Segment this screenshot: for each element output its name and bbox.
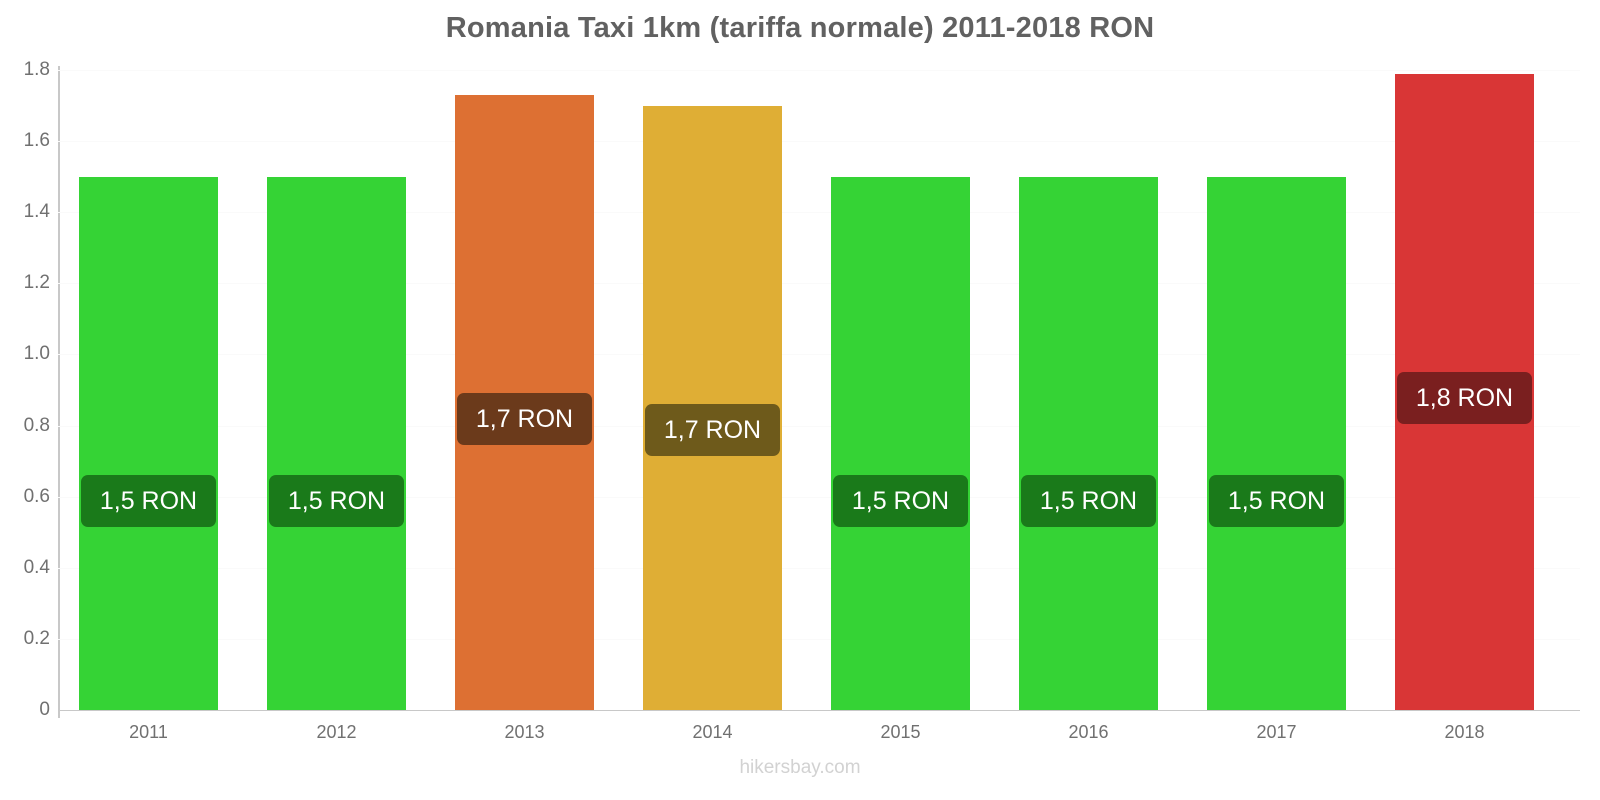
bar[interactable] — [1207, 176, 1346, 710]
gridline — [58, 70, 1580, 71]
y-tick-label: 0.6 — [23, 485, 50, 507]
bar-group: 1,5 RON — [267, 70, 406, 710]
bar-value-label: 1,5 RON — [1021, 474, 1156, 527]
bar[interactable] — [1019, 176, 1158, 710]
bar[interactable] — [79, 176, 218, 710]
y-axis-tick-labels: 1.8 1.6 1.4 1.2 1.0 0.8 0.6 0.4 0.2 0 — [0, 59, 50, 720]
gridline — [58, 212, 1580, 214]
x-tick-label: 2011 — [129, 722, 168, 742]
bar-group: 1,7 RON — [455, 70, 594, 710]
x-tick-label: 2012 — [316, 722, 357, 742]
chart-title: Romania Taxi 1km (tariffa normale) 2011-… — [445, 12, 1155, 44]
x-tick-label: 2018 — [1444, 722, 1485, 742]
gridline — [58, 141, 1580, 143]
bar-group: 1,8 RON — [1395, 70, 1534, 710]
gridline — [58, 283, 1580, 285]
bar-value-label: 1,5 RON — [81, 474, 216, 527]
y-tick-label: 1.4 — [23, 201, 50, 223]
y-tick-label: 1.8 — [23, 59, 50, 80]
bar-group: 1,5 RON — [1207, 70, 1346, 710]
bar-value-label: 1,5 RON — [1209, 474, 1344, 527]
bar-group: 1,7 RON — [643, 70, 782, 710]
x-tick-label: 2013 — [504, 722, 545, 742]
bar-group: 1,5 RON — [1019, 70, 1158, 710]
gridline — [58, 567, 1580, 569]
y-tick-label: 0 — [39, 699, 50, 720]
bar-value-label: 1,7 RON — [457, 392, 592, 445]
x-tick-label: 2016 — [1068, 722, 1109, 742]
gridline — [58, 425, 1580, 427]
y-tick-label: 1.0 — [23, 343, 50, 365]
gridline — [58, 496, 1580, 498]
bar-value-label: 1,5 RON — [833, 474, 968, 527]
bar-group: 1,5 RON — [831, 70, 970, 710]
y-tick-label: 0.4 — [23, 556, 50, 578]
plot-area: 1,5 RON 1,5 RON 1,7 RON 1,7 RON 1,5 RON 1,5 R… — [58, 70, 1580, 711]
y-tick-label: 0.8 — [23, 414, 50, 436]
x-tick-label: 2015 — [880, 722, 921, 742]
watermark-text: hikersbay.com — [739, 757, 861, 778]
gridline — [58, 638, 1580, 640]
x-tick-label: 2017 — [1256, 722, 1297, 742]
gridline — [58, 354, 1580, 356]
bar-group: 1,5 RON — [79, 70, 218, 710]
y-tick-label: 0.2 — [23, 627, 50, 649]
y-tick-label: 1.2 — [23, 272, 50, 294]
y-axis-line — [58, 66, 60, 718]
bar-value-label: 1,8 RON — [1397, 371, 1532, 424]
bar-value-label: 1,7 RON — [645, 403, 780, 456]
bar-value-label: 1,5 RON — [269, 474, 404, 527]
bar[interactable] — [267, 176, 406, 710]
axis-baseline — [58, 710, 1580, 711]
y-tick-label: 1.6 — [23, 130, 50, 152]
bar[interactable] — [831, 176, 970, 710]
x-tick-label: 2014 — [692, 722, 733, 742]
